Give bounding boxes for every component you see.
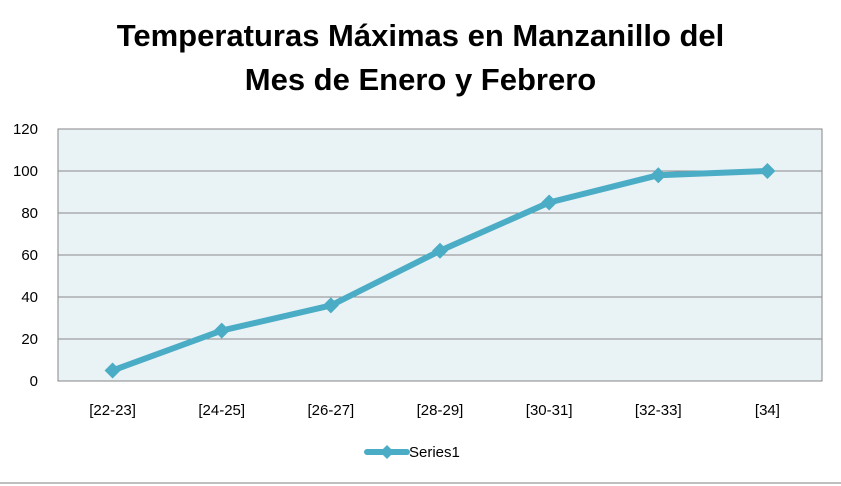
y-tick-label: 20	[21, 331, 38, 348]
data-point	[213, 322, 230, 339]
x-tick-label: [26-27]	[308, 402, 355, 419]
x-tick-label: [30-31]	[526, 402, 573, 419]
x-tick-label: [22-23]	[89, 402, 136, 419]
y-tick-label: 60	[21, 247, 38, 264]
chart-title: Temperaturas Máximas en Manzanillo del M…	[0, 14, 841, 102]
x-tick-label: [34]	[755, 402, 780, 419]
data-point	[432, 242, 448, 259]
y-tick-label: 0	[30, 373, 38, 390]
chart-title-line-2: Mes de Enero y Febrero	[244, 62, 597, 97]
plot-border	[57, 128, 823, 382]
data-point	[759, 163, 776, 179]
y-tick-label: 40	[21, 289, 38, 306]
chart-title-line-1: Temperaturas Máximas en Manzanillo del	[116, 18, 725, 53]
legend-label: Series1	[409, 444, 460, 461]
y-tick-label: 80	[21, 205, 38, 222]
data-point	[650, 167, 667, 184]
y-tick-label: 100	[13, 163, 38, 180]
data-point	[104, 362, 121, 379]
legend-marker	[380, 445, 394, 459]
data-point	[541, 194, 558, 211]
x-tick-label: [28-29]	[417, 402, 464, 419]
x-tick-label: [32-33]	[635, 402, 682, 419]
data-point	[322, 297, 339, 314]
x-tick-label: [24-25]	[198, 402, 245, 419]
y-tick-label: 120	[13, 121, 38, 138]
